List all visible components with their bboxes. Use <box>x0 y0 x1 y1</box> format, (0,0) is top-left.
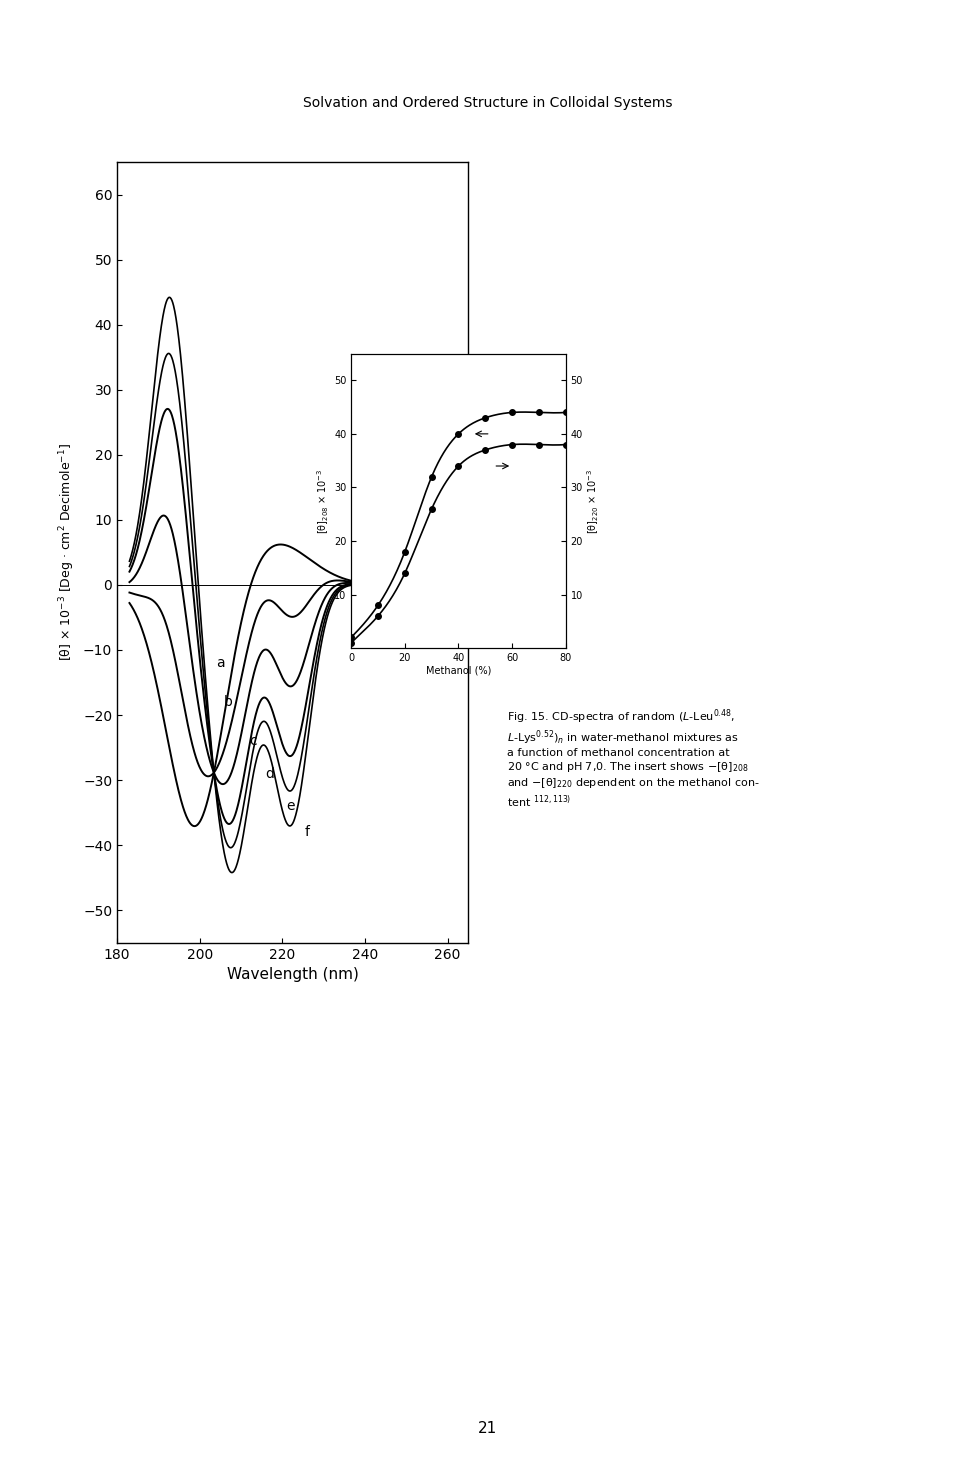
Text: Fig. 15. CD-spectra of random ($\it{L}$-Leu$^{0.48}$,
$\it{L}$-Lys$^{0.52}$)$_n$: Fig. 15. CD-spectra of random ($\it{L}$-… <box>507 707 760 810</box>
X-axis label: Wavelength (nm): Wavelength (nm) <box>226 968 359 982</box>
Text: e: e <box>287 798 294 813</box>
Y-axis label: [θ] × 10$^{-3}$ [Deg · cm$^2$ Decimole$^{-1}$]: [θ] × 10$^{-3}$ [Deg · cm$^2$ Decimole$^… <box>58 443 77 661</box>
Text: f: f <box>304 825 309 840</box>
Y-axis label: [θ]$_{220}$ × 10$^{-3}$: [θ]$_{220}$ × 10$^{-3}$ <box>586 468 602 533</box>
Text: Solvation and Ordered Structure in Colloidal Systems: Solvation and Ordered Structure in Collo… <box>303 96 672 110</box>
Text: c: c <box>250 734 257 748</box>
Text: 21: 21 <box>478 1421 497 1436</box>
Text: a: a <box>215 655 224 670</box>
Text: d: d <box>265 766 274 781</box>
X-axis label: Methanol (%): Methanol (%) <box>425 666 491 676</box>
Text: b: b <box>224 695 233 709</box>
Y-axis label: [θ]$_{208}$ × 10$^{-3}$: [θ]$_{208}$ × 10$^{-3}$ <box>315 468 331 533</box>
